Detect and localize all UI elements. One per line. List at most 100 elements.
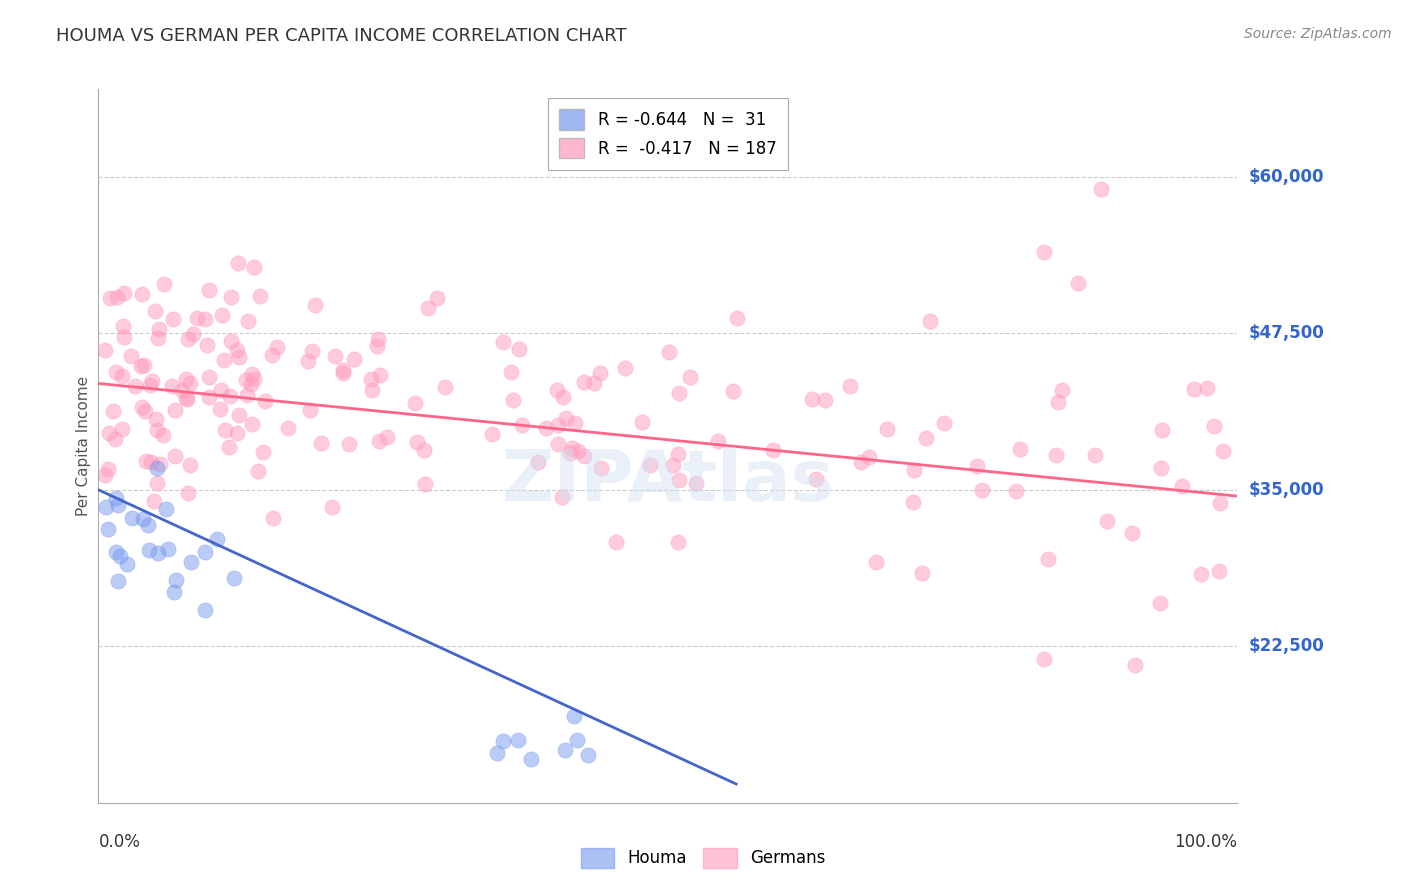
Point: [194, 312, 217, 326]
Point: [406, 434, 429, 449]
Point: [209, 401, 232, 416]
Point: [323, 349, 346, 363]
Point: [222, 571, 245, 585]
Point: [1032, 244, 1054, 259]
Point: [141, 375, 163, 389]
Point: [1097, 514, 1119, 528]
Point: [572, 375, 595, 389]
Point: [554, 743, 576, 757]
Point: [492, 734, 515, 748]
Point: [195, 338, 218, 352]
Point: [131, 287, 153, 301]
Point: [214, 423, 236, 437]
Point: [1123, 658, 1146, 673]
Point: [134, 404, 156, 418]
Point: [138, 517, 160, 532]
Point: [321, 500, 343, 515]
Point: [368, 434, 391, 448]
Point: [510, 417, 533, 432]
Point: [368, 368, 391, 382]
Point: [98, 291, 121, 305]
Point: [112, 285, 135, 300]
Point: [132, 358, 155, 372]
Point: [918, 314, 941, 328]
Point: [502, 392, 524, 407]
Point: [135, 454, 157, 468]
Point: [157, 542, 180, 557]
Point: [666, 534, 689, 549]
Point: [228, 351, 250, 365]
Point: [679, 369, 702, 384]
Point: [115, 557, 138, 571]
Point: [876, 422, 898, 436]
Point: [574, 449, 596, 463]
Point: [179, 376, 201, 390]
Point: [198, 390, 221, 404]
Point: [221, 334, 243, 348]
Point: [132, 512, 155, 526]
Point: [236, 314, 259, 328]
Point: [366, 339, 388, 353]
Point: [194, 545, 217, 559]
Point: [1171, 478, 1194, 492]
Point: [375, 430, 398, 444]
Point: [762, 443, 785, 458]
Point: [107, 498, 129, 512]
Point: [838, 379, 860, 393]
Point: [520, 752, 543, 766]
Point: [486, 746, 509, 760]
Point: [301, 344, 323, 359]
Text: Source: ZipAtlas.com: Source: ZipAtlas.com: [1244, 27, 1392, 41]
Point: [332, 363, 354, 377]
Point: [668, 473, 690, 487]
Point: [104, 432, 127, 446]
Point: [299, 403, 322, 417]
Point: [1005, 484, 1028, 499]
Point: [211, 308, 233, 322]
Point: [911, 566, 934, 580]
Point: [145, 412, 167, 426]
Point: [413, 477, 436, 491]
Point: [155, 502, 177, 516]
Text: $35,000: $35,000: [1249, 481, 1324, 499]
Point: [240, 367, 263, 381]
Point: [179, 458, 201, 472]
Point: [94, 467, 117, 482]
Point: [104, 491, 127, 506]
Point: [915, 431, 938, 445]
Point: [141, 455, 163, 469]
Point: [111, 369, 134, 384]
Point: [260, 348, 283, 362]
Point: [225, 343, 247, 358]
Point: [800, 392, 823, 407]
Point: [1208, 564, 1230, 578]
Point: [235, 373, 257, 387]
Point: [101, 404, 124, 418]
Point: [1084, 448, 1107, 462]
Point: [105, 365, 128, 379]
Point: [297, 353, 319, 368]
Point: [124, 379, 146, 393]
Point: [1067, 277, 1090, 291]
Point: [576, 748, 599, 763]
Point: [97, 522, 120, 536]
Point: [309, 436, 332, 450]
Point: [332, 366, 354, 380]
Point: [131, 400, 153, 414]
Point: [148, 322, 170, 336]
Point: [218, 440, 240, 454]
Point: [865, 555, 887, 569]
Point: [111, 422, 134, 436]
Point: [160, 379, 183, 393]
Point: [903, 463, 925, 477]
Text: $22,500: $22,500: [1249, 637, 1324, 656]
Point: [638, 458, 661, 473]
Point: [1195, 381, 1218, 395]
Point: [685, 475, 707, 490]
Point: [146, 331, 169, 345]
Point: [277, 421, 299, 435]
Point: [589, 366, 612, 380]
Point: [605, 534, 627, 549]
Point: [934, 416, 956, 430]
Point: [343, 351, 366, 366]
